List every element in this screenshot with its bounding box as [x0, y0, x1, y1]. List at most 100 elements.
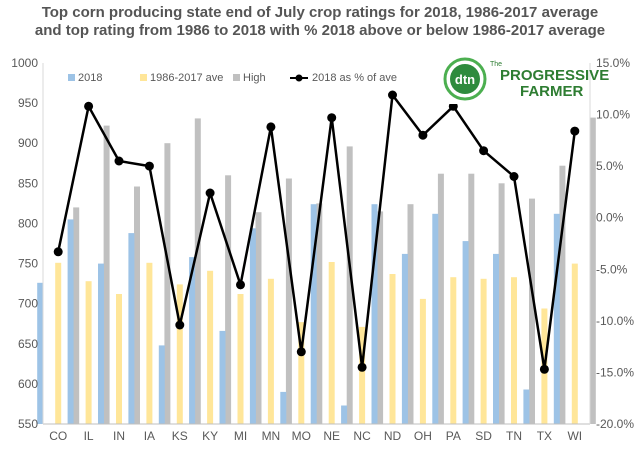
point-pct-WI	[570, 126, 580, 136]
bar-high-PA	[468, 173, 475, 424]
point-pct-KS	[175, 320, 185, 330]
bar-1986-2017-ave-SD	[480, 278, 487, 424]
bar-1986-2017-ave-KY	[207, 270, 214, 424]
bar-2018-KY	[189, 257, 196, 424]
chart-title-line-1: Top corn producing state end of July cro…	[41, 4, 599, 21]
bar-high-IL	[103, 125, 110, 424]
bar-2018-TX	[523, 389, 530, 424]
point-pct-NC	[357, 362, 367, 372]
point-pct-IL	[84, 101, 94, 111]
bars-layer	[37, 117, 596, 425]
right-tick--10.0%: -10.0%	[596, 314, 634, 328]
category-label-IL: IL	[84, 429, 94, 443]
category-label-MO: MO	[292, 429, 311, 443]
left-tick-900: 900	[18, 136, 38, 150]
bar-2018-WI	[553, 213, 560, 424]
bar-high-IN	[134, 186, 140, 424]
logo-badge-text: dtn	[455, 72, 475, 87]
bar-2018-IA	[128, 233, 135, 424]
legend-swatch-high	[233, 74, 240, 81]
category-label-CO: CO	[49, 429, 67, 443]
point-pct-IN	[114, 156, 124, 166]
bar-1986-2017-ave-TN	[511, 277, 517, 424]
bar-1986-2017-ave-MO	[298, 322, 305, 424]
left-tick-650: 650	[18, 337, 38, 351]
bar-1986-2017-ave-WI	[571, 263, 578, 424]
left-tick-750: 750	[18, 257, 38, 271]
chart-title-line-2: and top rating from 1986 to 2018 with % …	[34, 22, 606, 39]
bar-high-MO	[316, 203, 323, 424]
left-tick-850: 850	[18, 176, 38, 190]
bar-high-WI	[589, 117, 596, 424]
bar-2018-TN	[493, 253, 499, 424]
legend-label-high: High	[243, 72, 266, 84]
category-label-SD: SD	[475, 429, 492, 443]
bar-high-MI	[255, 212, 262, 424]
logo-brand-line-2: PROGRESSIVE	[500, 67, 609, 84]
right-tick--20.0%: -20.0%	[596, 417, 634, 431]
bar-1986-2017-ave-ND	[389, 274, 396, 424]
point-pct-MO	[296, 347, 306, 357]
category-label-KY: KY	[202, 429, 218, 443]
point-pct-KY	[205, 188, 215, 198]
bar-1986-2017-ave-IA	[146, 262, 153, 424]
point-pct-OH	[418, 130, 428, 140]
left-tick-800: 800	[18, 216, 38, 230]
bar-high-CO	[73, 207, 80, 424]
category-label-MI: MI	[234, 429, 247, 443]
bar-2018-MI	[219, 330, 226, 424]
category-label-NC: NC	[353, 429, 371, 443]
right-tick-10.0%: 10.0%	[596, 108, 630, 122]
category-label-WI: WI	[567, 429, 582, 443]
line-layer	[53, 90, 580, 374]
bar-high-IA	[164, 143, 171, 424]
category-label-PA: PA	[446, 429, 461, 443]
bar-1986-2017-ave-NC	[359, 326, 366, 424]
category-label-TX: TX	[537, 429, 552, 443]
point-pct-MI	[236, 280, 245, 290]
category-label-OH: OH	[414, 429, 432, 443]
bar-1986-2017-ave-PA	[450, 277, 457, 424]
bar-2018-IL	[67, 219, 74, 424]
bar-high-OH	[437, 173, 444, 424]
right-tick-15.0%: 15.0%	[596, 56, 630, 70]
point-pct-TN	[509, 172, 519, 181]
legend-label-1986-2017-ave: 1986-2017 ave	[150, 72, 223, 84]
bar-high-KS	[194, 118, 201, 425]
bar-2018-NE	[310, 204, 317, 424]
bar-high-TN	[529, 198, 535, 424]
legend-swatch-2018	[68, 74, 75, 81]
category-label-KS: KS	[172, 429, 188, 443]
bar-2018-IN	[98, 263, 104, 424]
bar-high-SD	[498, 183, 505, 424]
bar-2018-KS	[158, 345, 165, 424]
bar-1986-2017-ave-KS	[176, 284, 183, 424]
bar-1986-2017-ave-OH	[419, 298, 426, 424]
category-label-IN: IN	[113, 429, 125, 443]
left-tick-550: 550	[18, 417, 38, 431]
bar-2018-SD	[462, 241, 469, 424]
bar-2018-CO	[37, 282, 44, 424]
bar-1986-2017-ave-IN	[116, 294, 122, 424]
point-pct-SD	[479, 146, 489, 156]
left-tick-600: 600	[18, 377, 38, 391]
right-tick-0.0%: 0.0%	[596, 211, 624, 225]
category-label-IA: IA	[144, 429, 155, 443]
legend-label-2018-as-of-ave: 2018 as % of ave	[312, 72, 397, 84]
bar-high-MN	[285, 178, 292, 424]
bar-high-KY	[225, 175, 232, 424]
bar-high-NE	[346, 146, 353, 424]
legend-marker-2018-as-of-ave	[295, 74, 303, 82]
point-pct-MN	[266, 122, 276, 132]
bar-high-TX	[559, 165, 566, 424]
left-tick-700: 700	[18, 297, 38, 311]
bar-1986-2017-ave-CO	[55, 262, 62, 424]
legend-swatch-1986-2017-ave	[140, 74, 147, 81]
bar-1986-2017-ave-MI	[237, 294, 244, 424]
category-label-NE: NE	[323, 429, 340, 443]
bar-1986-2017-ave-MN	[267, 278, 274, 424]
left-tick-1000: 1000	[11, 56, 38, 70]
category-label-ND: ND	[384, 429, 402, 443]
category-label-TN: TN	[506, 429, 522, 443]
